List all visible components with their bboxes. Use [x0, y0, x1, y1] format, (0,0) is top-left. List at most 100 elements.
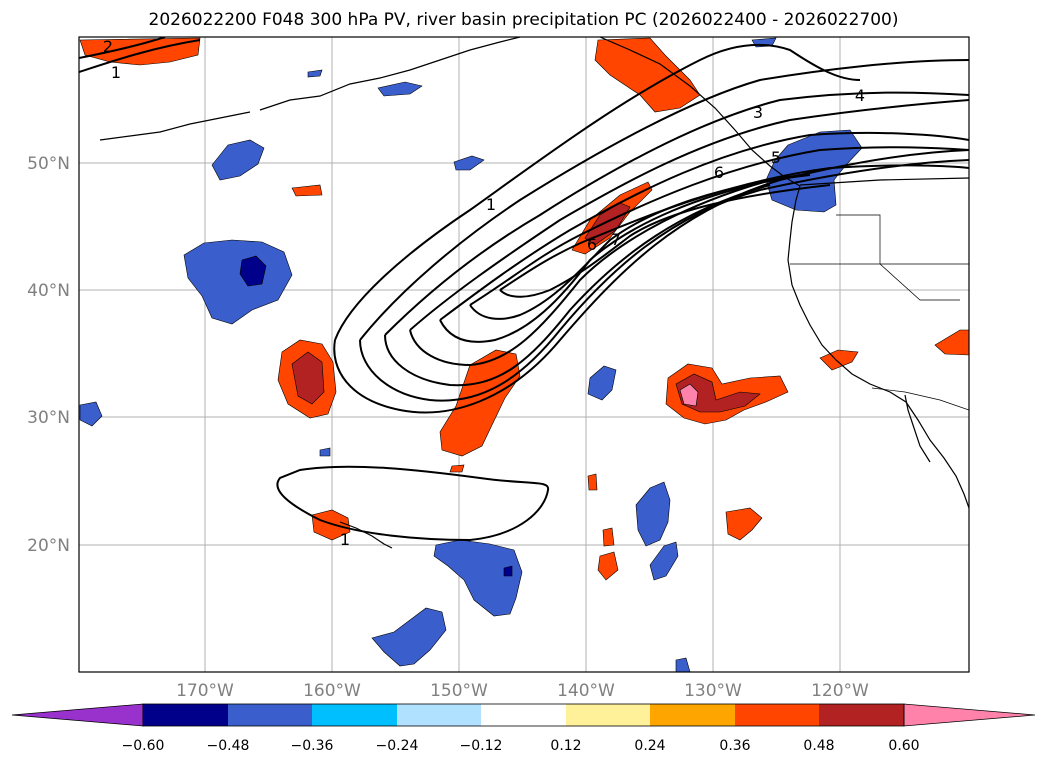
- colorbar-tick-label: −0.24: [376, 738, 419, 754]
- longitude-labels: 170°W 160°W 150°W 140°W 130°W 120°W: [176, 681, 869, 701]
- precip-positive-region: [449, 464, 465, 473]
- aleutian-islands: [99, 111, 251, 141]
- precip-negative-region: [587, 365, 617, 401]
- colorbar-tick-label: −0.36: [291, 738, 334, 754]
- pv-label: 1: [486, 195, 496, 214]
- us-canada-border: [799, 177, 969, 186]
- colorbar-tick-label: 0.60: [888, 738, 919, 754]
- precip-negative-region: [307, 69, 323, 78]
- colorbar-frame: [142, 703, 905, 727]
- lat-label: 40°N: [27, 281, 70, 301]
- pv-contour-2-lower: [359, 159, 969, 402]
- precip-negative-region: [635, 481, 671, 547]
- precip-negative-region: [675, 657, 691, 672]
- colorbar-bin: [143, 704, 228, 726]
- colorbar-max-extend: [903, 703, 1036, 727]
- precip-negative-core: [503, 565, 513, 577]
- colorbar-tick-label: −0.12: [460, 738, 503, 754]
- pv-contour-7-lower: [499, 184, 831, 298]
- precip-positive-region: [291, 184, 323, 197]
- precip-negative-region: [649, 541, 679, 581]
- precip-negative-region: [371, 607, 447, 667]
- colorbar-min-extend: [11, 703, 144, 727]
- alaska-coastline: [259, 37, 521, 111]
- precip-positive-region: [597, 551, 619, 581]
- colorbar-bin: [228, 704, 312, 726]
- baja-california-coast: [904, 394, 931, 463]
- precip-positive-peak: [679, 383, 699, 407]
- colorbar: −0.60 −0.48 −0.36 −0.24 −0.12 0.12 0.24 …: [11, 703, 1036, 754]
- lat-label: 30°N: [27, 408, 70, 428]
- pv-label: 1: [111, 63, 121, 82]
- map-frame: [78, 36, 970, 673]
- colorbar-tick-label: −0.60: [122, 738, 165, 754]
- map-title: 2026022200 F048 300 hPa PV, river basin …: [148, 10, 899, 30]
- alaska-panhandle-coast: [599, 37, 801, 187]
- precip-negative-region: [79, 401, 103, 427]
- colorbar-bin: [735, 704, 819, 726]
- pv-contour-labels: 1 1 1 2 3 4 5 6 6 7: [103, 37, 865, 549]
- pv-contour-4: [409, 99, 969, 331]
- lat-label: 20°N: [27, 536, 70, 556]
- north-america-west-coast: [787, 185, 969, 509]
- precip-positive-region: [587, 473, 598, 491]
- pv-label: 6: [587, 235, 597, 254]
- precip-positive-core: [675, 373, 761, 413]
- state-border-2: [836, 214, 881, 264]
- pv-contour-3: [384, 91, 969, 336]
- coastlines: [99, 37, 969, 549]
- pv-contour-3-lower: [384, 184, 771, 387]
- precip-negative-region: [453, 155, 485, 171]
- colorbar-tick-label: 0.48: [803, 738, 834, 754]
- precip-positive-region: [725, 507, 763, 541]
- precip-negative-region: [433, 539, 523, 617]
- precip-pc-regions: [79, 37, 969, 672]
- precip-positive-region: [311, 509, 351, 541]
- state-border-3: [879, 263, 960, 301]
- pv-label: 2: [103, 37, 113, 56]
- lon-label: 170°W: [176, 681, 234, 701]
- precip-negative-region: [183, 239, 293, 325]
- pv-contour-5-lower: [439, 174, 801, 343]
- pv-contour-1: [334, 43, 861, 341]
- pv-label: 1: [340, 530, 350, 549]
- lon-label: 160°W: [303, 681, 361, 701]
- colorbar-bin: [566, 704, 650, 726]
- pv-label: 6: [714, 163, 724, 182]
- precip-positive-core: [291, 351, 325, 405]
- precip-negative-region: [319, 447, 331, 457]
- colorbar-bin: [819, 704, 904, 726]
- pv-label: 3: [753, 103, 763, 122]
- precip-positive-region: [594, 37, 701, 113]
- precip-positive-region: [819, 349, 859, 371]
- colorbar-bin: [481, 704, 566, 726]
- latitude-labels: 50°N 40°N 30°N 20°N: [27, 154, 70, 556]
- pv-label: 7: [611, 230, 621, 249]
- precip-negative-region: [377, 81, 423, 97]
- colorbar-bin: [312, 704, 397, 726]
- pv-contour-7: [499, 164, 969, 291]
- us-mexico-border: [871, 387, 969, 411]
- precip-positive-region: [934, 329, 969, 356]
- pv-contour-5: [439, 131, 969, 321]
- colorbar-bin: [397, 704, 481, 726]
- pv-contour-6: [469, 146, 969, 306]
- pv-label: 5: [771, 148, 781, 167]
- colorbar-tick-label: 0.36: [719, 738, 750, 754]
- lon-label: 130°W: [684, 681, 742, 701]
- lon-label: 150°W: [430, 681, 488, 701]
- pv-label: 4: [855, 86, 865, 105]
- precip-negative-region: [211, 139, 265, 181]
- precip-positive-core: [584, 202, 631, 246]
- colorbar-tick-label: −0.48: [207, 738, 250, 754]
- pv-contour-2-north: [79, 37, 166, 59]
- precip-negative-core: [239, 255, 267, 287]
- pv-contour-1-lower: [333, 149, 969, 414]
- colorbar-tick-label: 0.24: [634, 738, 665, 754]
- lon-label: 120°W: [811, 681, 869, 701]
- pv-contour-2: [359, 59, 969, 341]
- pv-contours: [79, 37, 969, 542]
- colorbar-tick-label: 0.12: [550, 738, 581, 754]
- pv-contour-subtropical: [276, 465, 550, 542]
- pv-contour-1-north: [79, 39, 201, 73]
